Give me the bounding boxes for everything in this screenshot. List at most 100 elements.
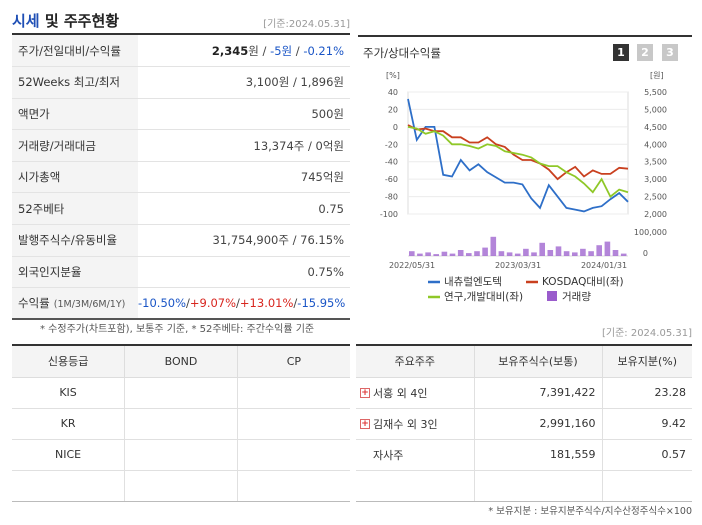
price-row-label: 52Weeks 최고/최저 — [12, 66, 138, 99]
credit-cell — [124, 439, 238, 471]
price-row: 52Weeks 최고/최저 3,100원 / 1,896원 — [12, 66, 350, 99]
volume-bar — [441, 251, 448, 256]
price-row-label-text: 수익률 — [18, 296, 50, 311]
return-3m: +9.07% — [189, 296, 237, 311]
left-tick-label: -20 — [385, 140, 398, 149]
price-row: 시가총액 745억원 — [12, 161, 350, 194]
price-row-value: 2,345원 / -5원 / -0.21% — [138, 35, 350, 68]
expand-plus-icon[interactable]: + — [360, 387, 370, 398]
holder-header-cell: 주요주주 — [356, 344, 474, 378]
holder-name-cell: + 김재수 외 3인 — [356, 408, 474, 440]
credit-row: KIS — [12, 377, 350, 409]
price-row-value: -10.50%/+9.07%/+13.01%/-15.95% — [138, 287, 350, 321]
holder-row: + 김재수 외 3인 2,991,160 9.42 — [356, 408, 692, 440]
volume-bar — [620, 253, 627, 256]
legend-label: 내츄럴엔도텍 — [444, 275, 502, 288]
price-change: -5원 — [270, 43, 293, 58]
price-row-label-text: 거래량/거래대금 — [18, 138, 96, 153]
right-tick-label: 4,000 — [644, 140, 667, 149]
return-1m: -10.50% — [138, 296, 186, 311]
left-unit-label: [%] — [386, 71, 400, 80]
price-row-label: 주가/전일대비/수익률 — [12, 35, 138, 68]
price-row-value: 500원 — [138, 98, 350, 131]
section-title-accent: 시세 — [12, 12, 40, 30]
credit-cell — [236, 439, 350, 471]
price-row: 거래량/거래대금 13,374주 / 0억원 — [12, 129, 350, 162]
holder-row: + 서홍 외 4인 7,391,422 23.28 — [356, 377, 692, 409]
base-date-2: [기준: 2024.05.31] — [601, 328, 692, 339]
price-row-label: 발행주식수/유동비율 — [12, 224, 138, 257]
price-row-label: 수익률 (1M/3M/6M/1Y) — [12, 287, 138, 321]
expand-plus-icon[interactable]: + — [360, 418, 370, 429]
holder-name-cell: + 서홍 외 4인 — [356, 377, 474, 409]
credit-cell — [124, 408, 238, 440]
price-row-value: 0.75 — [138, 192, 350, 226]
holder-name-cell: 자사주 — [356, 439, 474, 471]
relative-return-chart: [%] [원] 40 20 0 -20 -40 -60 -80 -100 5,500 5,000 4,5… — [380, 71, 667, 303]
volume-bar — [547, 250, 554, 256]
price-row: 주가/전일대비/수익률 2,345원 / -5원 / -0.21% — [12, 35, 350, 68]
volume-bar — [474, 251, 480, 256]
volume-bar — [596, 245, 602, 256]
right-tick-label: 5,000 — [644, 105, 667, 114]
return-sep: / — [293, 296, 298, 311]
right-tick-label: 2,500 — [644, 193, 667, 202]
credit-row: KR — [12, 408, 350, 440]
credit-cell — [124, 377, 238, 409]
holder-shares — [473, 470, 602, 502]
holder-name-cell — [356, 470, 474, 502]
price-row-label-text: 52주베타 — [18, 201, 65, 216]
price-row: 액면가 500원 — [12, 98, 350, 131]
return-sep: / — [186, 296, 190, 311]
chart-page-2-button[interactable]: 2 — [637, 44, 653, 61]
chart-page-1-button[interactable]: 1 — [613, 44, 629, 61]
credit-cell — [124, 470, 238, 502]
credit-row: NICE — [12, 439, 350, 471]
credit-cell: NICE — [12, 439, 125, 471]
volume-bar — [433, 254, 439, 256]
price-row-value: 31,754,900주 / 76.15% — [138, 224, 350, 257]
price-sep: / — [258, 43, 271, 58]
series-line-2 — [407, 126, 629, 198]
right-unit-label: [원] — [650, 71, 664, 80]
chart-page-3-button[interactable]: 3 — [662, 44, 678, 61]
price-row: 외국인지분율 0.75% — [12, 256, 350, 289]
price-row-value: 3,100원 / 1,896원 — [138, 66, 350, 99]
price-row: 발행주식수/유동비율 31,754,900주 / 76.15% — [12, 224, 350, 257]
volume-bar — [466, 253, 472, 256]
volume-bar — [580, 248, 586, 256]
holder-name: 김재수 외 3인 — [373, 417, 438, 431]
price-row-label: 거래량/거래대금 — [12, 129, 138, 162]
return-6m: +13.01% — [239, 296, 294, 311]
price-row-label: 시가총액 — [12, 161, 138, 194]
holder-percent: 0.57 — [601, 439, 692, 471]
price-row-value: 13,374주 / 0억원 — [138, 129, 350, 162]
credit-header-cell: 신용등급 — [12, 344, 125, 378]
price-row-label-text: 발행주식수/유동비율 — [18, 233, 118, 248]
credit-row — [12, 470, 350, 502]
return-1y: -15.95% — [297, 296, 346, 311]
left-tick-label: -40 — [385, 158, 398, 167]
left-tick-label: 20 — [388, 105, 398, 114]
credit-header-cell: CP — [236, 344, 350, 378]
left-tick-label: 0 — [393, 123, 398, 132]
price-row-label-text: 주가/전일대비/수익률 — [18, 43, 121, 58]
holder-shares: 7,391,422 — [473, 377, 602, 409]
price-row-label-text: 액면가 — [18, 106, 50, 121]
price-row-label-sub: (1M/3M/6M/1Y) — [53, 299, 126, 311]
volume-bar — [531, 252, 537, 256]
volume-bar — [425, 252, 431, 256]
current-price: 2,345 — [211, 43, 249, 58]
volume-bar — [604, 241, 611, 256]
holder-percent: 23.28 — [601, 377, 692, 409]
right-tick-label: 3,000 — [644, 175, 667, 184]
right-tick-label: 5,500 — [644, 88, 667, 97]
shareholder-table: 주요주주 보유주식수(보통) 보유지분(%) + 서홍 외 4인 7,391,422 23… — [356, 344, 692, 502]
volume-bar — [539, 242, 545, 256]
credit-cell — [236, 470, 350, 502]
price-row: 수익률 (1M/3M/6M/1Y) -10.50%/+9.07%/+13.01%/-… — [12, 287, 350, 321]
volume-bar — [482, 247, 488, 256]
holder-shares: 2,991,160 — [473, 408, 602, 440]
series-line-1 — [407, 124, 629, 181]
legend-label: KOSDAQ대비(좌) — [542, 276, 624, 288]
